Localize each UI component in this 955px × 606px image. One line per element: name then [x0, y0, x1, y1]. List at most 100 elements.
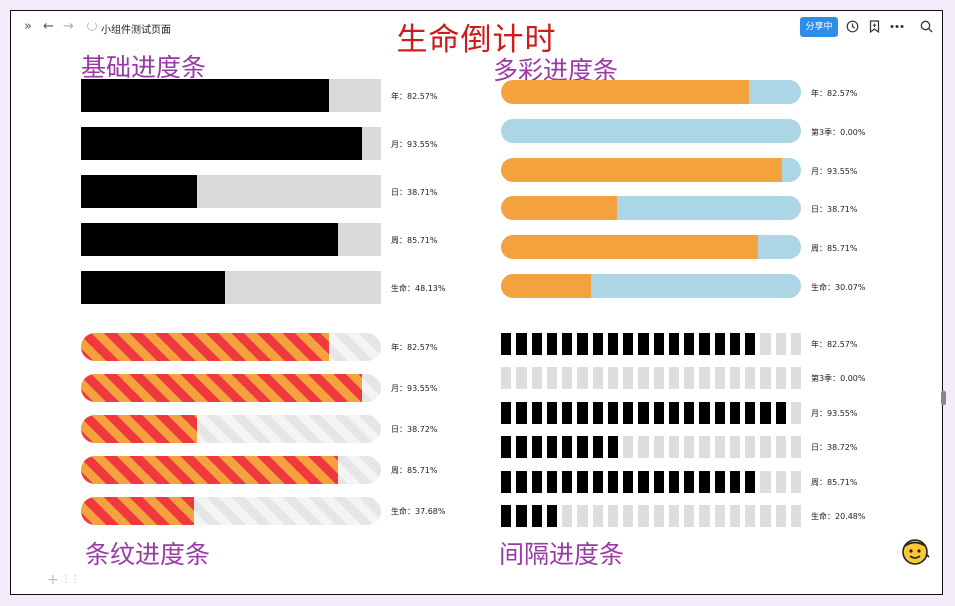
progress-segment: [562, 471, 573, 493]
share-button[interactable]: 分享中: [800, 17, 838, 37]
page-title[interactable]: 小组件测试页面: [101, 25, 171, 36]
segmented-progress-bar: [501, 333, 801, 355]
progress-segment: [592, 333, 603, 355]
colorful-progress-label: 周：85.71%: [811, 244, 858, 253]
progress-segment: [745, 471, 756, 493]
basic-progress-bar: [81, 175, 381, 208]
progress-segment: [501, 367, 512, 389]
progress-segment: [653, 367, 664, 389]
progress-segment: [729, 333, 740, 355]
progress-segment: [501, 333, 512, 355]
progress-segment: [592, 436, 603, 458]
progress-segment: [623, 402, 634, 424]
colorful-progress-bar: [501, 274, 801, 298]
progress-segment: [714, 402, 725, 424]
progress-segment: [790, 436, 801, 458]
striped-progress-fill: [81, 456, 339, 484]
progress-segment: [562, 402, 573, 424]
progress-segment: [699, 436, 710, 458]
basic-progress-fill: [81, 175, 198, 208]
progress-segment: [607, 333, 618, 355]
progress-segment: [745, 333, 756, 355]
progress-segment: [501, 471, 512, 493]
colorful-progress-fill: [501, 274, 592, 298]
progress-segment: [592, 505, 603, 527]
progress-segment: [729, 436, 740, 458]
progress-segment: [699, 367, 710, 389]
progress-segment: [516, 402, 527, 424]
add-block-icon[interactable]: +: [47, 572, 59, 588]
striped-progress-bar: [81, 497, 381, 525]
progress-segment: [516, 505, 527, 527]
segmented-progress-bar: [501, 436, 801, 458]
back-arrow-icon[interactable]: ←: [43, 19, 54, 34]
progress-segment: [562, 505, 573, 527]
colorful-progress-fill: [501, 196, 618, 220]
basic-progress-bar: [81, 271, 381, 304]
progress-segment: [684, 471, 695, 493]
search-icon[interactable]: [920, 20, 933, 36]
basic-progress-label: 周：85.71%: [391, 236, 438, 245]
drag-handle-icon[interactable]: ⋮⋮: [61, 574, 80, 585]
colorful-progress-bar: [501, 235, 801, 259]
progress-segment: [577, 367, 588, 389]
progress-segment: [729, 471, 740, 493]
colorful-progress-label: 生命：30.07%: [811, 283, 866, 292]
progress-segment: [775, 436, 786, 458]
progress-segment: [623, 436, 634, 458]
progress-segment: [775, 505, 786, 527]
striped-progress-label: 周：85.71%: [391, 466, 438, 475]
expand-sidebar-icon[interactable]: »: [24, 19, 32, 34]
progress-segment: [668, 505, 679, 527]
progress-segment: [684, 367, 695, 389]
progress-segment: [501, 402, 512, 424]
striped-progress-bar: [81, 333, 381, 361]
progress-segment: [546, 505, 557, 527]
progress-segment: [623, 367, 634, 389]
basic-progress-label: 生命：48.13%: [391, 284, 446, 293]
more-icon[interactable]: [890, 20, 904, 36]
progress-segment: [714, 333, 725, 355]
progress-segment: [790, 367, 801, 389]
progress-segment: [653, 436, 664, 458]
striped-progress-bar: [81, 374, 381, 402]
progress-segment: [592, 402, 603, 424]
section-title-segmented: 间隔进度条: [499, 540, 625, 569]
progress-segment: [531, 471, 542, 493]
basic-progress-label: 月：93.55%: [391, 140, 438, 149]
progress-segment: [516, 471, 527, 493]
colorful-progress-label: 第3季：0.00%: [811, 128, 866, 137]
progress-segment: [790, 402, 801, 424]
progress-segment: [638, 333, 649, 355]
forward-arrow-icon[interactable]: →: [63, 19, 74, 34]
segmented-progress-label: 第3季：0.00%: [811, 374, 866, 383]
progress-segment: [577, 402, 588, 424]
segmented-progress-bar: [501, 471, 801, 493]
clock-icon[interactable]: [846, 20, 859, 36]
striped-progress-fill: [81, 497, 195, 525]
progress-segment: [516, 333, 527, 355]
progress-segment: [699, 471, 710, 493]
progress-segment: [546, 436, 557, 458]
scrollbar-handle[interactable]: [941, 391, 946, 405]
progress-segment: [668, 367, 679, 389]
progress-segment: [592, 471, 603, 493]
progress-segment: [729, 402, 740, 424]
mascot-avatar-icon[interactable]: [900, 537, 930, 567]
progress-segment: [562, 436, 573, 458]
striped-progress-fill: [81, 333, 329, 361]
progress-segment: [516, 367, 527, 389]
progress-segment: [745, 505, 756, 527]
basic-progress-fill: [81, 271, 226, 304]
bookmark-icon[interactable]: [869, 20, 880, 36]
progress-segment: [546, 367, 557, 389]
progress-segment: [775, 333, 786, 355]
progress-segment: [607, 367, 618, 389]
progress-segment: [653, 471, 664, 493]
colorful-progress-bar: [501, 119, 801, 143]
progress-segment: [653, 402, 664, 424]
segmented-progress-bar: [501, 367, 801, 389]
progress-segment: [699, 333, 710, 355]
progress-segment: [790, 505, 801, 527]
progress-segment: [684, 402, 695, 424]
